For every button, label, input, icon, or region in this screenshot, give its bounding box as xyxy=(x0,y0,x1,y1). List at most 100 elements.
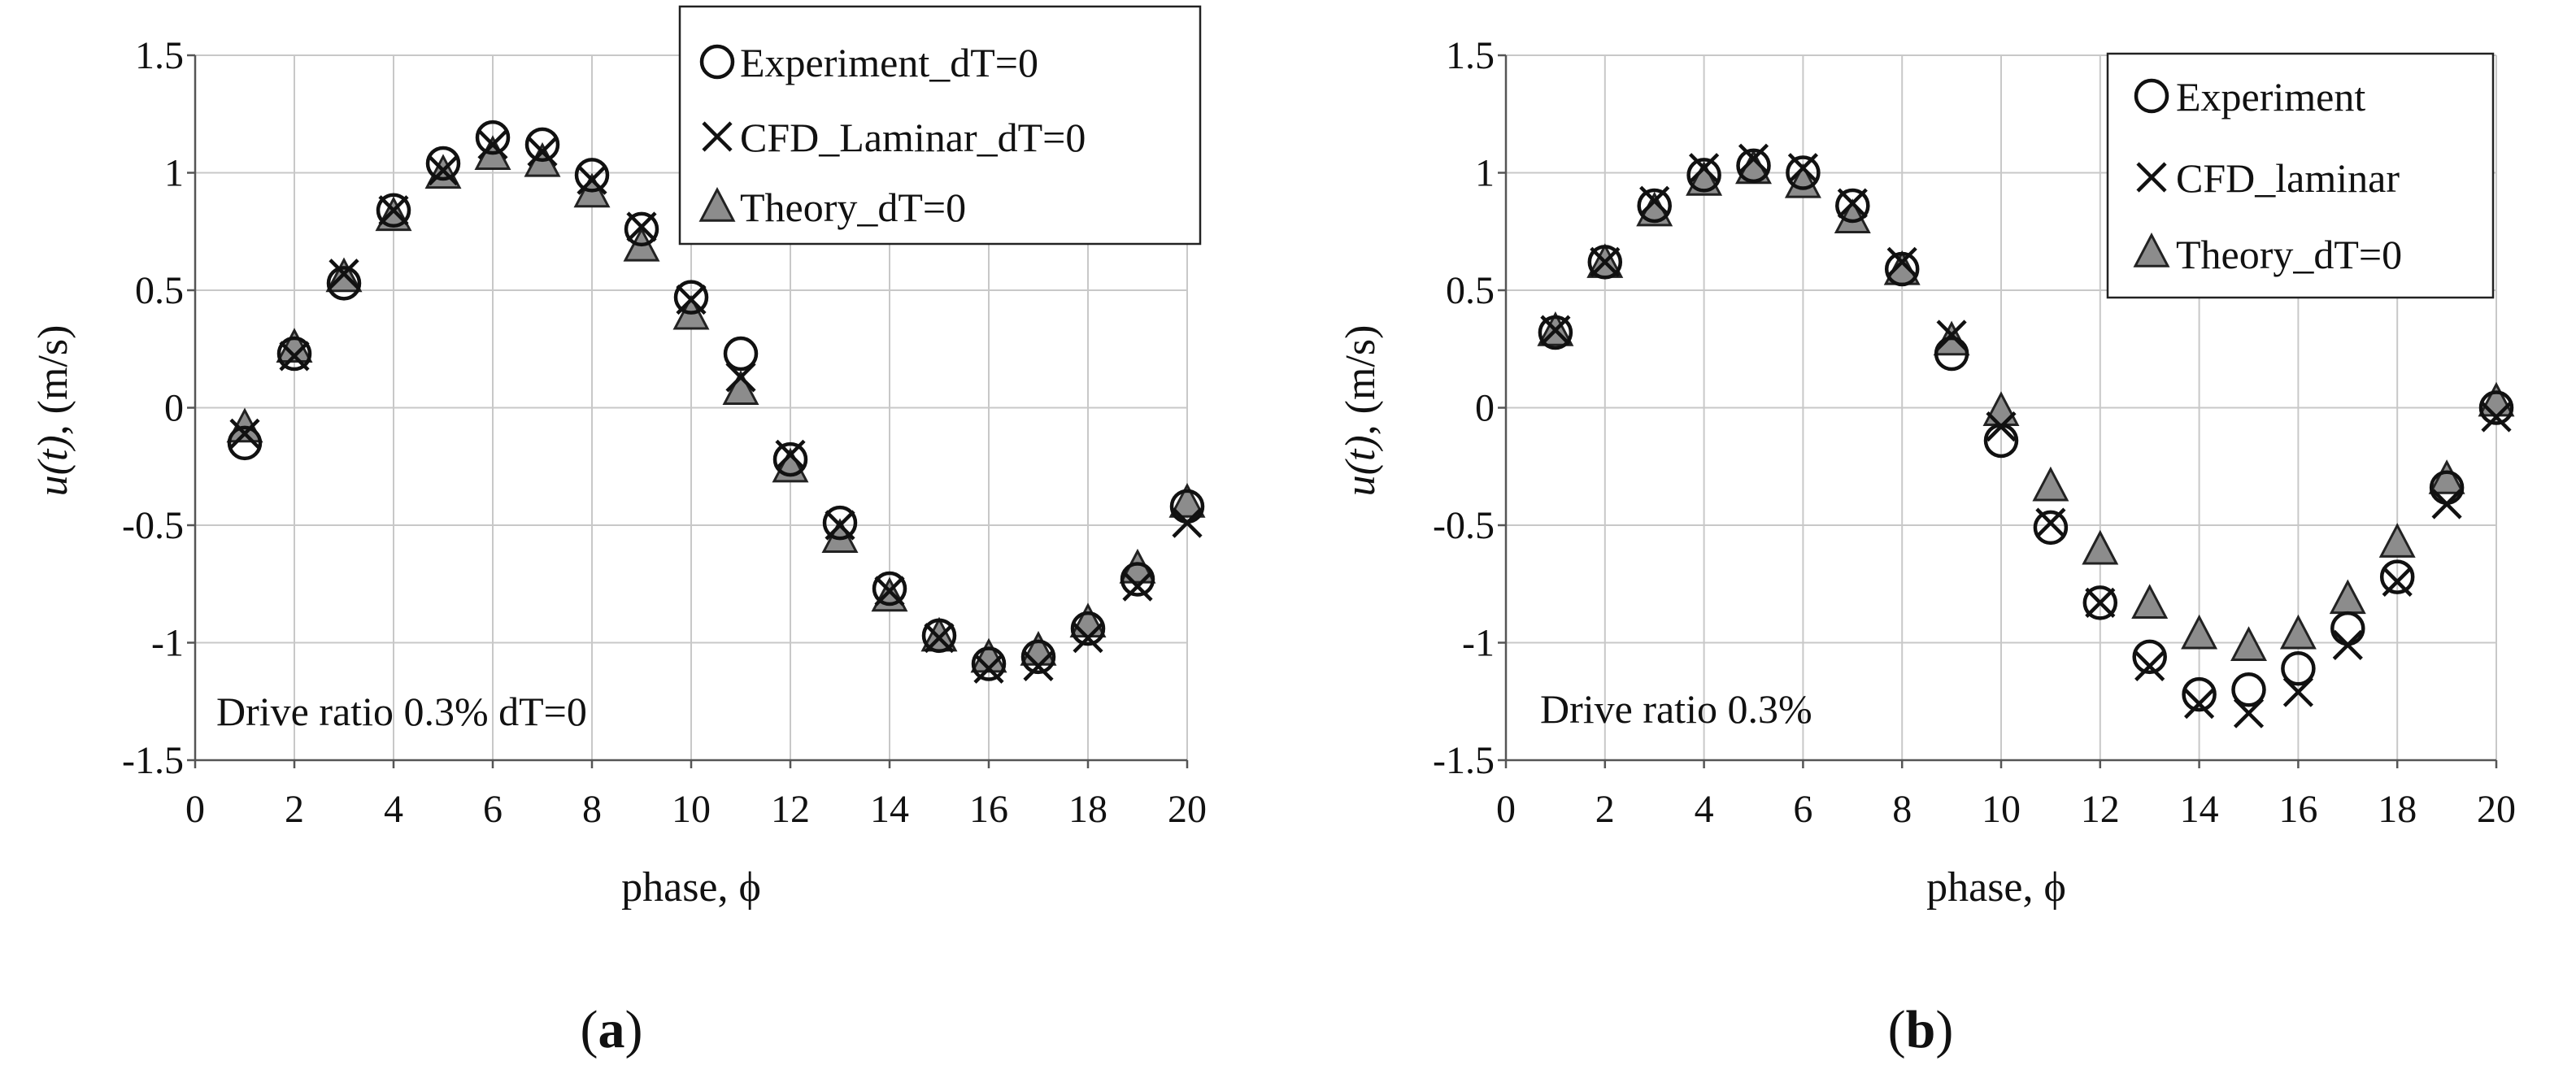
chart-a-x-tick-label: 2 xyxy=(285,788,304,831)
chart-b-legend: Experiment CFD_laminar Theory_dT=0 xyxy=(2106,52,2495,299)
chart-a-point-circle xyxy=(1020,639,1056,675)
chart-b-point-triangle xyxy=(2279,614,2317,650)
chart-b-point-circle xyxy=(1736,148,1771,184)
chart-a-point-circle xyxy=(376,193,411,228)
chart-b-point-triangle xyxy=(2428,459,2465,494)
chart-b-x-tick-label: 18 xyxy=(2378,788,2417,831)
chart-a-point-x xyxy=(428,155,459,186)
chart-b-point-triangle xyxy=(2181,614,2218,650)
chart-a-x-tick-label: 6 xyxy=(483,788,503,831)
chart-a-legend-marker-triangle xyxy=(698,186,736,222)
chart-a-x-tick-label: 14 xyxy=(870,788,909,831)
chart-a-x-tick-label: 4 xyxy=(384,788,403,831)
chart-b-point-circle xyxy=(2478,390,2514,425)
chart-b-point-x xyxy=(1738,143,1769,174)
chart-a-y-tick-label: 0.5 xyxy=(135,269,184,312)
chart-b-point-circle xyxy=(2132,639,2167,675)
chart-b-x-tick-label: 0 xyxy=(1496,788,1516,831)
chart-a-annotation: Drive ratio 0.3% dT=0 xyxy=(216,689,587,734)
chart-b-y-axis-label-var: u(t) xyxy=(1338,435,1384,496)
chart-a-point-circle xyxy=(326,266,362,301)
chart-b-point-circle xyxy=(1934,336,1969,372)
chart-a-point-triangle xyxy=(1168,482,1206,518)
chart-b-y-tick-label: 0.5 xyxy=(1446,269,1495,312)
chart-b-point-circle xyxy=(2082,585,2118,620)
chart-b-point-circle xyxy=(2033,510,2069,546)
chart-a-legend-label-experiment: Experiment_dT=0 xyxy=(740,40,1038,85)
chart-b-x-tick-label: 6 xyxy=(1793,788,1812,831)
chart-a-point-x xyxy=(874,576,905,607)
chart-a-point-x xyxy=(973,653,1004,684)
chart-a-point-x xyxy=(676,284,707,315)
chart-a-x-tick-label: 20 xyxy=(1168,788,1207,831)
chart-b-point-x xyxy=(2085,587,2116,618)
chart-b-point-x xyxy=(1986,411,2017,442)
chart-a-point-x xyxy=(477,129,508,160)
panel-label-b: (b) xyxy=(1888,1000,1954,1059)
chart-b-x-axis-label: phase, ϕ xyxy=(1926,864,2066,911)
chart-a-point-x xyxy=(378,195,409,226)
chart-b-point-x xyxy=(1590,246,1621,277)
chart-b-y-tick-label: -1.5 xyxy=(1433,739,1495,782)
chart-b-x-tick-label: 4 xyxy=(1695,788,1714,831)
chart-b-point-x xyxy=(2481,402,2512,433)
chart-a-x-tick-labels: 0 2 4 6 8 10 12 14 16 18 20 xyxy=(185,788,1207,831)
chart-a-point-triangle xyxy=(722,370,759,405)
chart-b-point-circle xyxy=(2379,559,2415,594)
chart-a-legend-glyph-triangle xyxy=(698,186,736,222)
chart-a-point-x xyxy=(1122,571,1153,602)
chart-b-point-x xyxy=(1540,315,1571,346)
chart-a-legend-label-theory: Theory_dT=0 xyxy=(740,185,966,230)
chart-b-point-triangle xyxy=(2329,579,2366,615)
chart-a-y-tick-label: -1.5 xyxy=(122,739,184,782)
chart-a-y-axis-label-unit: , (m/s) xyxy=(30,325,76,436)
chart-a: 0 2 4 6 8 10 12 14 16 18 20 1.5 1 0.5 0 -0.5 -1 -1.5 pha… xyxy=(30,5,1207,911)
chart-b-x-tick-label: 12 xyxy=(2081,788,2120,831)
chart-b-legend-label-theory: Theory_dT=0 xyxy=(2176,232,2402,277)
chart-b-x-tick-label: 14 xyxy=(2180,788,2219,831)
chart-a-point-circle xyxy=(475,120,511,155)
chart-a-point-x xyxy=(924,623,955,654)
chart-b-point-triangle xyxy=(2082,529,2119,565)
chart-b-point-circle xyxy=(2281,651,2316,686)
chart-a-legend-box xyxy=(678,5,1202,246)
chart-a-x-tick-label: 12 xyxy=(771,788,810,831)
chart-b-y-tick-label: 1.5 xyxy=(1446,34,1495,77)
chart-b-point-x xyxy=(1639,185,1670,216)
chart-a-point-x xyxy=(577,164,607,195)
chart-a-point-circle xyxy=(723,336,759,372)
chart-a-y-tick-label: 0 xyxy=(164,387,184,430)
chart-a-marks xyxy=(226,120,1206,684)
chart-a-x-axis-label: phase, ϕ xyxy=(621,864,761,911)
chart-a-legend-glyph-circle xyxy=(699,44,735,80)
chart-a-x-tick-label: 0 xyxy=(185,788,205,831)
chart-b-point-x xyxy=(2282,676,2313,707)
chart-a-point-circle xyxy=(772,441,808,477)
chart-a-point-circle xyxy=(673,280,709,315)
chart-a-point-circle xyxy=(971,646,1007,681)
chart-a-legend-marker-circle xyxy=(699,44,735,80)
chart-a-point-x xyxy=(725,362,756,393)
chart-b-annotation: Drive ratio 0.3% xyxy=(1540,686,1812,732)
chart-a-point-circle xyxy=(822,505,858,541)
chart-b-point-x xyxy=(1936,320,1967,350)
chart-b-x-tick-label: 2 xyxy=(1595,788,1615,831)
chart-b-point-triangle xyxy=(2230,626,2267,661)
chart-a-y-tick-label: 1 xyxy=(164,152,184,195)
chart-b-point-x xyxy=(2134,650,2165,681)
chart-b-point-x xyxy=(2382,566,2413,597)
chart-a-legend: Experiment_dT=0 CFD_Laminar_dT=0 Theory_… xyxy=(678,5,1202,246)
chart-b-x-tick-labels: 0 2 4 6 8 10 12 14 16 18 20 xyxy=(1496,788,2516,831)
panel-label-a: (a) xyxy=(581,1000,643,1059)
chart-b-y-axis-label: u(t), (m/s) xyxy=(1338,325,1384,497)
chart-a-point-x xyxy=(825,510,855,541)
chart-a-y-tick-label: -0.5 xyxy=(122,504,184,547)
chart-b-legend-marker-circle xyxy=(2134,78,2169,114)
chart-b-x-tick-label: 8 xyxy=(1892,788,1912,831)
chart-b-y-tick-label: -1 xyxy=(1462,622,1495,665)
chart-b-point-x xyxy=(1837,188,1868,219)
chart-b-point-x xyxy=(1886,246,1917,277)
chart-b-point-circle xyxy=(1884,251,1920,287)
chart-a-point-circle xyxy=(524,127,560,163)
chart-b-point-triangle xyxy=(1982,391,2020,426)
